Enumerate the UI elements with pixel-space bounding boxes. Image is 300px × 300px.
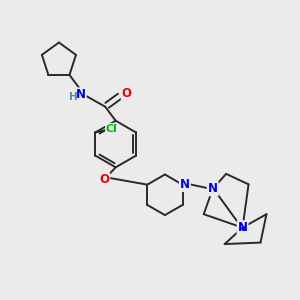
Text: Cl: Cl <box>106 124 118 134</box>
Text: N: N <box>76 88 86 101</box>
Text: N: N <box>208 182 218 195</box>
Text: O: O <box>122 87 132 100</box>
Text: H: H <box>69 92 77 102</box>
Text: N: N <box>180 178 190 191</box>
Text: O: O <box>99 173 109 186</box>
Text: N: N <box>238 221 248 234</box>
